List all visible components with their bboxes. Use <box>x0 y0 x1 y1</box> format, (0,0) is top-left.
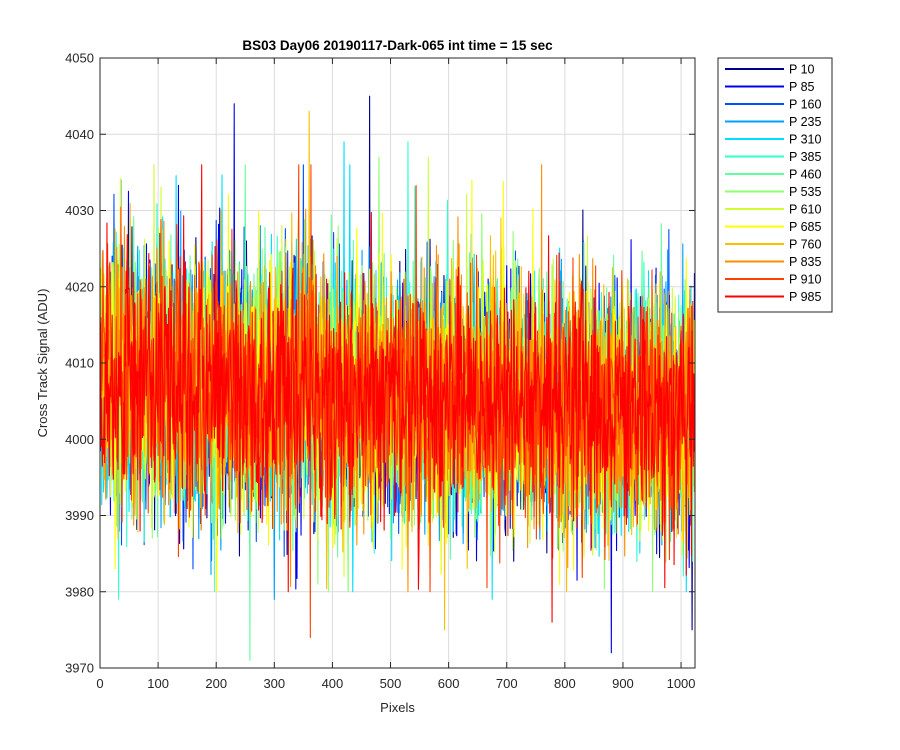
x-tick-label: 800 <box>554 676 576 691</box>
legend: P 10 P 85 P 160 P 235 P 310 P 385 P 460 P 535 P … <box>717 57 833 313</box>
x-axis-label: Pixels <box>380 700 415 715</box>
legend-label: P 235 <box>789 115 821 129</box>
legend-label: P 760 <box>789 238 821 252</box>
y-tick-label: 3980 <box>65 584 94 599</box>
x-tick-label: 500 <box>380 676 402 691</box>
y-tick-label: 3970 <box>65 661 94 676</box>
y-tick-label: 4000 <box>65 432 94 447</box>
y-tick-label: 4050 <box>65 51 94 66</box>
x-tick-label: 0 <box>96 676 103 691</box>
x-tick-label: 700 <box>496 676 518 691</box>
series-line <box>100 164 695 623</box>
legend-label: P 610 <box>789 203 821 217</box>
chart-title: BS03 Day06 20190117-Dark-065 int time = … <box>242 38 553 53</box>
y-tick-label: 4010 <box>65 356 94 371</box>
legend-label: P 460 <box>789 168 821 182</box>
y-tick-label: 4040 <box>65 127 94 142</box>
y-axis-label: Cross Track Signal (ADU) <box>35 289 50 438</box>
legend-label: P 385 <box>789 150 821 164</box>
x-tick-label: 200 <box>205 676 227 691</box>
legend-label: P 535 <box>789 185 821 199</box>
legend-label: P 985 <box>789 290 821 304</box>
y-tick-label: 4020 <box>65 279 94 294</box>
axis-ticks: 0 100 200 300 400 500 600 700 800 900 1000 3970 3980… <box>65 51 695 692</box>
legend-label: P 160 <box>789 98 821 112</box>
y-tick-label: 3990 <box>65 508 94 523</box>
legend-label: P 835 <box>789 255 821 269</box>
y-tick-label: 4030 <box>65 203 94 218</box>
legend-label: P 685 <box>789 220 821 234</box>
legend-label: P 910 <box>789 273 821 287</box>
series-layer <box>100 95 695 661</box>
legend-box <box>717 57 833 313</box>
legend-label: P 85 <box>789 80 815 94</box>
x-tick-label: 1000 <box>667 676 696 691</box>
x-tick-label: 400 <box>322 676 344 691</box>
x-tick-label: 600 <box>438 676 460 691</box>
x-tick-label: 300 <box>263 676 285 691</box>
x-tick-label: 100 <box>147 676 169 691</box>
x-tick-label: 900 <box>612 676 634 691</box>
legend-label: P 10 <box>789 63 815 77</box>
legend-label: P 310 <box>789 133 821 147</box>
